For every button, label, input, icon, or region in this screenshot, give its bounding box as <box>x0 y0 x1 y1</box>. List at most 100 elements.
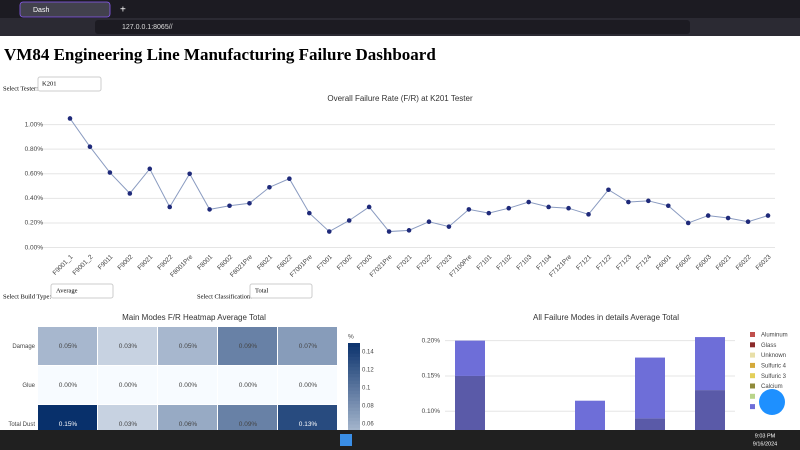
tab-bar <box>0 0 800 18</box>
cell-label: 0.09% <box>239 343 258 350</box>
point <box>87 144 93 150</box>
row-label: Glue <box>22 383 35 389</box>
cell-label: 0.15% <box>59 421 78 428</box>
colorbar-step <box>348 370 360 374</box>
point <box>147 166 153 172</box>
bar-segment <box>635 357 665 419</box>
heat-cell <box>278 366 337 404</box>
point <box>705 213 711 218</box>
bar-segment <box>695 337 725 391</box>
colorbar-step <box>348 359 360 364</box>
colorbar-tick: 0.1 <box>362 386 371 392</box>
point <box>207 207 212 212</box>
point <box>446 224 452 229</box>
point <box>187 171 192 177</box>
legend-label: Calcium <box>761 384 783 390</box>
colorbar-step <box>348 363 360 368</box>
chart-title: All Failure Modes in details Average Tot… <box>533 313 679 322</box>
colorbar-step <box>348 376 360 381</box>
colorbar-step <box>348 410 360 415</box>
point <box>685 220 691 226</box>
point <box>366 204 372 210</box>
url: 127.0.0.1:8065// <box>122 24 173 31</box>
legend-label: Sulfuric 3 <box>761 374 787 380</box>
colorbar-tick: 0.06 <box>362 422 374 428</box>
new-tab[interactable]: + <box>120 5 126 16</box>
cell-label: 0.00% <box>239 382 258 389</box>
colorbar-step <box>348 390 360 395</box>
legend-swatch <box>750 373 755 379</box>
colorbar-step <box>348 417 360 422</box>
colorbar-step <box>348 424 360 428</box>
start-button[interactable] <box>340 434 352 446</box>
point <box>546 204 551 210</box>
colorbar-step <box>348 366 360 371</box>
point <box>107 170 113 175</box>
point <box>665 203 671 209</box>
colorbar-title: % <box>348 334 354 341</box>
row-label: Damage <box>12 344 35 350</box>
legend-swatch <box>750 332 755 337</box>
class-dropdown[interactable] <box>249 283 313 299</box>
heat-cell <box>218 327 277 365</box>
page-title: VM84 Engineering Line Manufacturing Fail… <box>4 45 436 64</box>
point <box>267 184 272 190</box>
point <box>646 198 651 204</box>
y-tick-label: 0.60% <box>25 170 44 177</box>
legend-label: Aluminum <box>761 333 788 339</box>
build-dropdown[interactable] <box>50 283 114 299</box>
bar-segment <box>455 340 485 376</box>
colorbar-step <box>348 346 360 351</box>
colorbar-step <box>348 353 360 357</box>
point <box>167 204 173 210</box>
heat-cell <box>158 366 217 404</box>
tab-title: Dash <box>33 7 49 14</box>
debug-button[interactable] <box>759 389 785 415</box>
y-tick-label: 1.00% <box>25 121 44 128</box>
y-tick-label: 0.20% <box>422 337 441 344</box>
point <box>227 203 232 209</box>
cell-label: 0.05% <box>179 343 198 350</box>
point <box>426 219 432 225</box>
tab[interactable] <box>19 1 111 18</box>
colorbar-tick: 0.14 <box>362 350 374 356</box>
tester-dropdown[interactable] <box>37 76 102 92</box>
colorbar-step <box>348 397 360 401</box>
cell-label: 0.00% <box>119 382 138 389</box>
point <box>406 228 412 233</box>
y-tick-label: 0.00% <box>25 244 44 251</box>
legend-swatch <box>750 352 755 358</box>
build-label: Select Build Type: <box>3 293 51 300</box>
heat-cell <box>98 327 157 365</box>
cell-label: 0.00% <box>179 382 198 389</box>
y-tick-label: 0.20% <box>25 220 44 227</box>
point <box>745 219 751 225</box>
legend-swatch <box>750 362 755 368</box>
class-label: Select Classification: <box>197 293 252 300</box>
colorbar-step <box>348 349 360 354</box>
legend-swatch <box>750 404 755 410</box>
address-bar[interactable] <box>95 20 690 34</box>
heat-cell <box>158 327 217 365</box>
legend-swatch <box>750 393 755 399</box>
point <box>725 215 731 221</box>
point <box>466 207 472 212</box>
y-tick-label: 0.15% <box>422 373 441 380</box>
legend-label: Unknown <box>761 353 786 359</box>
legend-label: Sulfuric 4 <box>761 363 787 369</box>
cell-label: 0.00% <box>59 382 78 389</box>
clock-time: 9:03 PM <box>755 433 776 439</box>
legend-swatch <box>750 342 755 348</box>
point <box>626 199 631 205</box>
point <box>506 205 512 211</box>
cell-label: 0.09% <box>239 421 258 428</box>
point <box>346 218 352 223</box>
heat-cell <box>98 366 157 404</box>
heat-cell <box>278 327 337 365</box>
row-label: Total Dust <box>8 422 35 428</box>
point <box>307 210 312 216</box>
point <box>326 229 332 234</box>
cell-label: 0.05% <box>59 343 78 350</box>
point <box>386 229 392 234</box>
